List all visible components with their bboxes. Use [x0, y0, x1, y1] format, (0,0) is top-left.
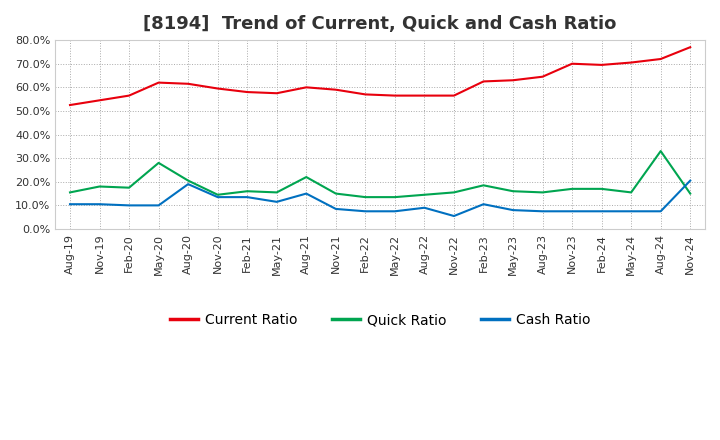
- Current Ratio: [480, 79, 488, 84]
- Cash Ratio: [657, 209, 665, 214]
- Current Ratio: [331, 87, 340, 92]
- Cash Ratio: [154, 203, 163, 208]
- Current Ratio: [390, 93, 399, 98]
- Current Ratio: [449, 93, 458, 98]
- Current Ratio: [686, 44, 695, 50]
- Cash Ratio: [390, 209, 399, 214]
- Current Ratio: [95, 98, 104, 103]
- Cash Ratio: [686, 178, 695, 183]
- Current Ratio: [361, 92, 369, 97]
- Cash Ratio: [272, 199, 281, 205]
- Line: Quick Ratio: Quick Ratio: [70, 151, 690, 197]
- Quick Ratio: [480, 183, 488, 188]
- Line: Current Ratio: Current Ratio: [70, 47, 690, 105]
- Current Ratio: [509, 77, 518, 83]
- Current Ratio: [66, 103, 74, 108]
- Quick Ratio: [95, 184, 104, 189]
- Cash Ratio: [598, 209, 606, 214]
- Cash Ratio: [213, 194, 222, 200]
- Current Ratio: [657, 56, 665, 62]
- Current Ratio: [420, 93, 428, 98]
- Cash Ratio: [125, 203, 133, 208]
- Cash Ratio: [331, 206, 340, 212]
- Line: Cash Ratio: Cash Ratio: [70, 180, 690, 216]
- Cash Ratio: [184, 181, 192, 187]
- Current Ratio: [154, 80, 163, 85]
- Quick Ratio: [243, 189, 251, 194]
- Quick Ratio: [539, 190, 547, 195]
- Quick Ratio: [272, 190, 281, 195]
- Cash Ratio: [302, 191, 310, 196]
- Cash Ratio: [539, 209, 547, 214]
- Cash Ratio: [449, 213, 458, 219]
- Quick Ratio: [361, 194, 369, 200]
- Cash Ratio: [627, 209, 636, 214]
- Cash Ratio: [361, 209, 369, 214]
- Quick Ratio: [598, 186, 606, 191]
- Cash Ratio: [420, 205, 428, 210]
- Current Ratio: [125, 93, 133, 98]
- Current Ratio: [539, 74, 547, 79]
- Quick Ratio: [627, 190, 636, 195]
- Cash Ratio: [66, 202, 74, 207]
- Quick Ratio: [420, 192, 428, 198]
- Current Ratio: [243, 89, 251, 95]
- Quick Ratio: [66, 190, 74, 195]
- Cash Ratio: [480, 202, 488, 207]
- Quick Ratio: [302, 174, 310, 180]
- Quick Ratio: [686, 191, 695, 196]
- Quick Ratio: [331, 191, 340, 196]
- Quick Ratio: [184, 178, 192, 183]
- Quick Ratio: [125, 185, 133, 191]
- Quick Ratio: [154, 160, 163, 165]
- Current Ratio: [213, 86, 222, 91]
- Legend: Current Ratio, Quick Ratio, Cash Ratio: Current Ratio, Quick Ratio, Cash Ratio: [164, 308, 595, 333]
- Quick Ratio: [657, 148, 665, 154]
- Current Ratio: [598, 62, 606, 68]
- Quick Ratio: [568, 186, 577, 191]
- Cash Ratio: [568, 209, 577, 214]
- Quick Ratio: [213, 192, 222, 198]
- Title: [8194]  Trend of Current, Quick and Cash Ratio: [8194] Trend of Current, Quick and Cash …: [143, 15, 617, 33]
- Cash Ratio: [243, 194, 251, 200]
- Current Ratio: [184, 81, 192, 86]
- Quick Ratio: [509, 189, 518, 194]
- Current Ratio: [627, 60, 636, 65]
- Current Ratio: [272, 91, 281, 96]
- Current Ratio: [302, 84, 310, 90]
- Quick Ratio: [390, 194, 399, 200]
- Cash Ratio: [509, 208, 518, 213]
- Quick Ratio: [449, 190, 458, 195]
- Cash Ratio: [95, 202, 104, 207]
- Current Ratio: [568, 61, 577, 66]
